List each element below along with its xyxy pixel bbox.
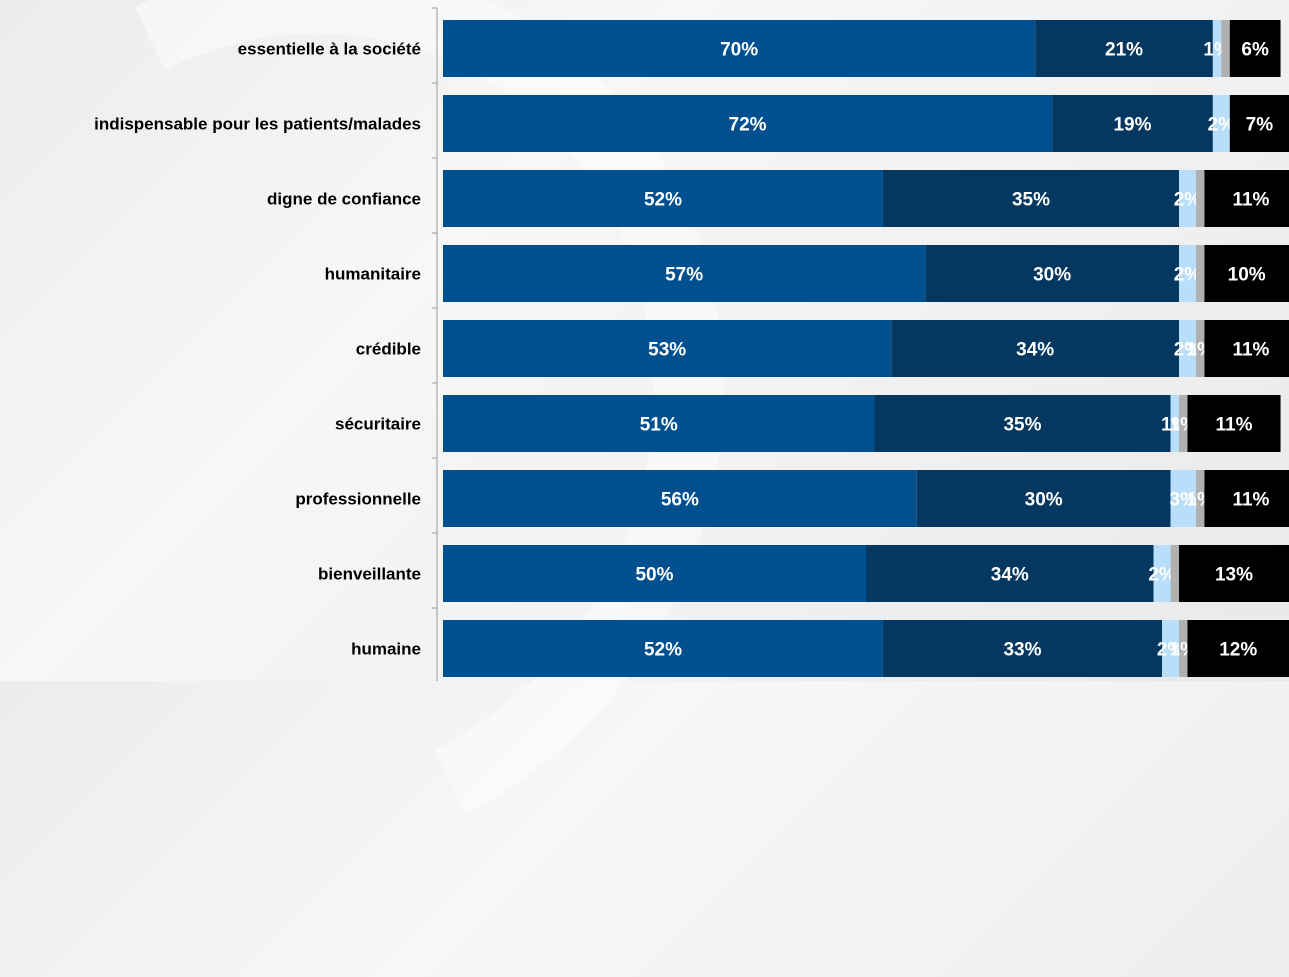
bar-segment — [1187, 620, 1289, 677]
data-label: 2% — [1148, 565, 1176, 586]
data-label: 30% — [1025, 490, 1063, 511]
data-label: 11% — [1232, 190, 1269, 211]
data-label: 7% — [1246, 115, 1274, 136]
bar-segment — [1204, 470, 1289, 527]
data-label: 6% — [1241, 40, 1269, 61]
bar-segment — [1052, 95, 1213, 152]
category-label: bienveillante — [318, 565, 421, 584]
bar-segment — [1162, 620, 1180, 677]
chart-canvas: essentielle à la société 70% 21% 1% 6%indisp… — [94, 7, 1289, 681]
category-label: crédible — [356, 340, 421, 359]
bar-segment — [1229, 20, 1281, 77]
data-label: 13% — [1215, 565, 1253, 586]
bar-segment — [891, 320, 1180, 377]
bar-segment — [443, 170, 883, 227]
category-label: professionnelle — [295, 490, 421, 509]
bar-segment — [1204, 320, 1289, 377]
bar-segment — [1170, 395, 1180, 452]
bar-segment — [1179, 170, 1196, 227]
category-label: humanitaire — [325, 265, 421, 284]
bar-segment — [1195, 470, 1205, 527]
data-label: 12% — [1219, 640, 1257, 661]
data-label: 2% — [1174, 265, 1202, 286]
bar-segment — [916, 470, 1171, 527]
category-label: essentielle à la société — [238, 40, 421, 59]
bar-segment — [443, 95, 1053, 152]
bar-segment — [1212, 20, 1222, 77]
data-label: 35% — [1003, 415, 1041, 436]
bar-segment — [1221, 20, 1230, 77]
data-label: 2% — [1208, 115, 1236, 136]
bar-segment — [443, 470, 917, 527]
data-label: 34% — [991, 565, 1029, 586]
bar-segment — [443, 320, 892, 377]
bar-segment — [1035, 20, 1213, 77]
data-label: 50% — [635, 565, 673, 586]
data-label: 70% — [720, 40, 758, 61]
data-label: 2% — [1174, 190, 1202, 211]
bar-segment — [1179, 395, 1188, 452]
bar-segment — [1229, 95, 1289, 152]
bar-segment — [443, 245, 926, 302]
data-label: 3% — [1170, 490, 1198, 511]
data-label: 52% — [644, 190, 682, 211]
bar-segment — [1170, 545, 1180, 602]
bar-segment — [874, 395, 1171, 452]
bar-segment — [1212, 95, 1230, 152]
bar-segment — [882, 620, 1163, 677]
bar-segment — [443, 20, 1036, 77]
data-label: 56% — [661, 490, 699, 511]
bar-segment — [443, 395, 875, 452]
data-label: 11% — [1216, 415, 1253, 436]
bar-segment — [1179, 545, 1289, 602]
data-label: 10% — [1228, 265, 1266, 286]
category-label: indispensable pour les patients/malades — [94, 115, 421, 134]
data-label: 52% — [644, 640, 682, 661]
bar-segment — [1204, 245, 1289, 302]
stacked-bar-chart: essentielle à la société 70% 21% 1% 6% indisp… — [94, 7, 1289, 681]
data-label: 21% — [1105, 40, 1143, 61]
data-label: 35% — [1012, 190, 1050, 211]
category-label: sécuritaire — [335, 415, 421, 434]
data-label: 30% — [1033, 265, 1071, 286]
bar-segment — [1179, 245, 1196, 302]
category-label: humaine — [351, 640, 421, 659]
bar-segment — [866, 545, 1154, 602]
bar-segment — [1195, 320, 1205, 377]
data-label: 2% — [1157, 640, 1185, 661]
bar-segment — [1195, 170, 1205, 227]
bar-segment — [1153, 545, 1171, 602]
data-label: 72% — [729, 115, 767, 136]
bar-segment — [1195, 245, 1205, 302]
bar-segment — [1179, 620, 1188, 677]
bar-segment — [1187, 395, 1281, 452]
data-label: 2% — [1174, 340, 1202, 361]
data-label: 33% — [1003, 640, 1041, 661]
bar-segment — [443, 620, 883, 677]
data-label: 53% — [648, 340, 686, 361]
bar-segment — [1170, 470, 1196, 527]
data-label: 34% — [1016, 340, 1054, 361]
bar-segment — [1204, 170, 1289, 227]
data-label: 19% — [1113, 115, 1151, 136]
data-label: 51% — [640, 415, 678, 436]
bar-segment — [925, 245, 1180, 302]
data-label: 11% — [1232, 490, 1269, 511]
data-label: 11% — [1232, 340, 1269, 361]
category-label: digne de confiance — [267, 190, 421, 209]
data-label: 57% — [665, 265, 703, 286]
bar-segment — [882, 170, 1180, 227]
bar-segment — [443, 545, 866, 602]
bar-segment — [1179, 320, 1196, 377]
